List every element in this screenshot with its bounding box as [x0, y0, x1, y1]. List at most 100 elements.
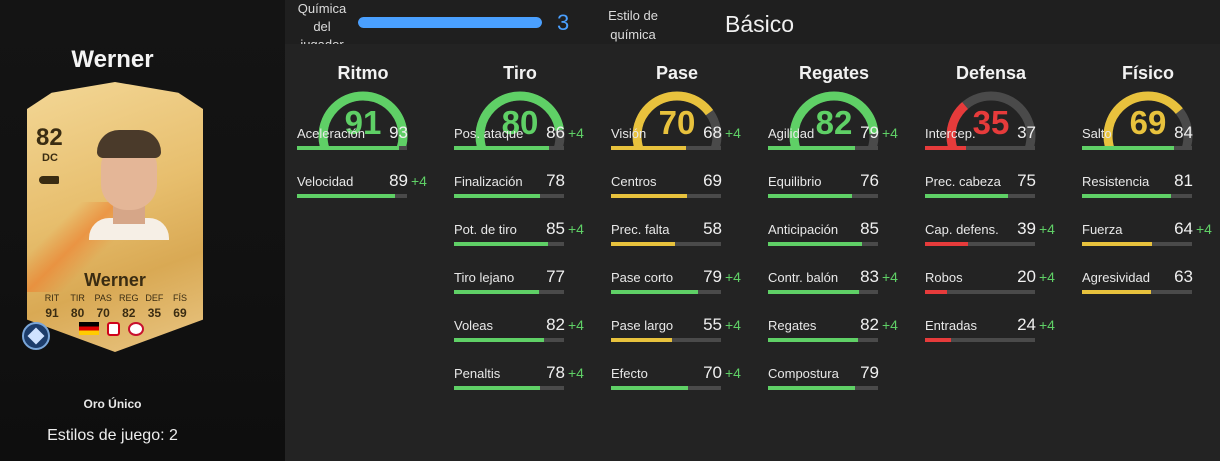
stat-bar-fill [925, 338, 952, 342]
stat-bar-fill [297, 194, 395, 198]
stat-row[interactable]: Entradas 24 +4 [925, 315, 1071, 344]
stat-bar-fill [768, 194, 852, 198]
stat-label: Pot. de tiro [454, 222, 517, 237]
stat-row[interactable]: Penaltis 78 +4 [454, 363, 600, 392]
stat-value: 76 [860, 171, 879, 190]
player-name: Werner [71, 46, 154, 73]
stat-row[interactable]: Agilidad 79 +4 [768, 123, 914, 152]
stat-bar-fill [454, 290, 539, 294]
gauge-fill [475, 91, 565, 147]
chemistry-style-value[interactable]: Básico [725, 11, 795, 37]
stat-row[interactable]: Fuerza 64 +4 [1082, 219, 1220, 248]
stat-label: Voleas [454, 318, 494, 333]
stat-bar [1082, 242, 1192, 246]
stat-row[interactable]: Compostura 79 [768, 363, 914, 392]
card-stat-label: REG [119, 293, 139, 303]
stat-row[interactable]: Equilibrio 76 [768, 171, 914, 200]
stat-bar-fill [611, 146, 686, 150]
stat-bar [454, 242, 564, 246]
stat-bar [454, 386, 564, 390]
stat-row[interactable]: Aceleración 93 [297, 123, 443, 152]
stat-bar-fill [1082, 194, 1172, 198]
stat-bar-fill [768, 386, 855, 390]
stat-label: Compostura [768, 366, 839, 381]
stat-row[interactable]: Resistencia 81 [1082, 171, 1220, 200]
player-panel: Werner 82 DC Werner RIT TIR PAS REG DEF … [0, 0, 285, 461]
stat-boost: +4 [882, 125, 898, 141]
stat-row[interactable]: Voleas 82 +4 [454, 315, 600, 344]
stat-label: Prec. cabeza [925, 174, 1001, 189]
stat-row[interactable]: Robos 20 +4 [925, 267, 1071, 296]
league-logo-icon [107, 322, 120, 336]
stat-label: Velocidad [297, 174, 354, 189]
gauge-fill [632, 91, 722, 147]
stat-bar [1082, 290, 1192, 294]
card-stat-label: RIT [44, 293, 60, 303]
stat-boost: +4 [725, 125, 741, 141]
stat-row[interactable]: Prec. cabeza 75 [925, 171, 1071, 200]
stat-boost: +4 [1039, 221, 1055, 237]
stat-bar-fill [1082, 242, 1153, 246]
stat-row[interactable]: Velocidad 89 +4 [297, 171, 443, 200]
stat-label: Contr. balón [768, 270, 839, 285]
chemistry-style-icon[interactable] [22, 322, 50, 350]
stat-label: Intercep. [925, 126, 976, 141]
stat-row[interactable]: Visión 68 +4 [611, 123, 757, 152]
stat-label: Agresividad [1082, 270, 1150, 285]
card-stat-value: 70 [96, 306, 110, 320]
stat-bar [454, 146, 564, 150]
stat-bar-fill [768, 242, 862, 246]
stat-row[interactable]: Efecto 70 +4 [611, 363, 757, 392]
stat-bar-fill [611, 386, 688, 390]
stat-row[interactable]: Cap. defens. 39 +4 [925, 219, 1071, 248]
stat-row[interactable]: Centros 69 [611, 171, 757, 200]
player-photo [89, 130, 169, 240]
card-stat-value: 82 [122, 306, 136, 320]
stat-row[interactable]: Pos. ataque 86 +4 [454, 123, 600, 152]
stat-row[interactable]: Salto 84 [1082, 123, 1220, 152]
club-badge-icon [128, 322, 144, 336]
stat-value: 93 [389, 123, 408, 142]
style-label-line: química [610, 27, 656, 42]
stat-label: Fuerza [1082, 222, 1123, 237]
playstyles-count[interactable]: Estilos de juego: 2 [47, 427, 178, 444]
stat-value: 79 [703, 267, 722, 286]
player-card[interactable]: 82 DC Werner RIT TIR PAS REG DEF FÍS 91 … [27, 82, 203, 352]
category-title: Tiro [503, 63, 537, 83]
category-title: Pase [655, 63, 699, 83]
stat-value: 81 [1174, 171, 1193, 190]
stat-row[interactable]: Agresividad 63 [1082, 267, 1220, 296]
stat-bar-fill [925, 146, 966, 150]
stat-row[interactable]: Tiro lejano 77 [454, 267, 600, 296]
stat-bar [611, 338, 721, 342]
stat-boost: +4 [568, 221, 584, 237]
category-title: Regates [798, 63, 870, 83]
stat-bar [297, 194, 407, 198]
category-gauge: 70 [630, 89, 724, 147]
category-gauge: 35 [944, 89, 1038, 147]
card-position: DC [42, 152, 58, 164]
stat-row[interactable]: Pase largo 55 +4 [611, 315, 757, 344]
stat-value: 82 [546, 315, 565, 334]
stat-boost: +4 [411, 173, 427, 189]
stat-value: 58 [703, 219, 722, 238]
stat-row[interactable]: Pase corto 79 +4 [611, 267, 757, 296]
stat-label: Finalización [454, 174, 523, 189]
category-rating: 91 [344, 104, 382, 141]
stat-row[interactable]: Intercep. 37 [925, 123, 1071, 152]
stat-value: 89 [389, 171, 408, 190]
stat-bar-fill [297, 146, 400, 150]
stat-row[interactable]: Prec. falta 58 [611, 219, 757, 248]
stat-label: Penaltis [454, 366, 501, 381]
stat-row[interactable]: Anticipación 85 [768, 219, 914, 248]
stat-bar-fill [454, 242, 548, 246]
stat-row[interactable]: Regates 82 +4 [768, 315, 914, 344]
stat-bar-fill [454, 386, 540, 390]
gauge-fill [789, 91, 879, 147]
stat-row[interactable]: Contr. balón 83 +4 [768, 267, 914, 296]
stat-bar [611, 242, 721, 246]
stat-row[interactable]: Pot. de tiro 85 +4 [454, 219, 600, 248]
stat-row[interactable]: Finalización 78 [454, 171, 600, 200]
stat-value: 37 [1017, 123, 1036, 142]
stat-label: Resistencia [1082, 174, 1150, 189]
